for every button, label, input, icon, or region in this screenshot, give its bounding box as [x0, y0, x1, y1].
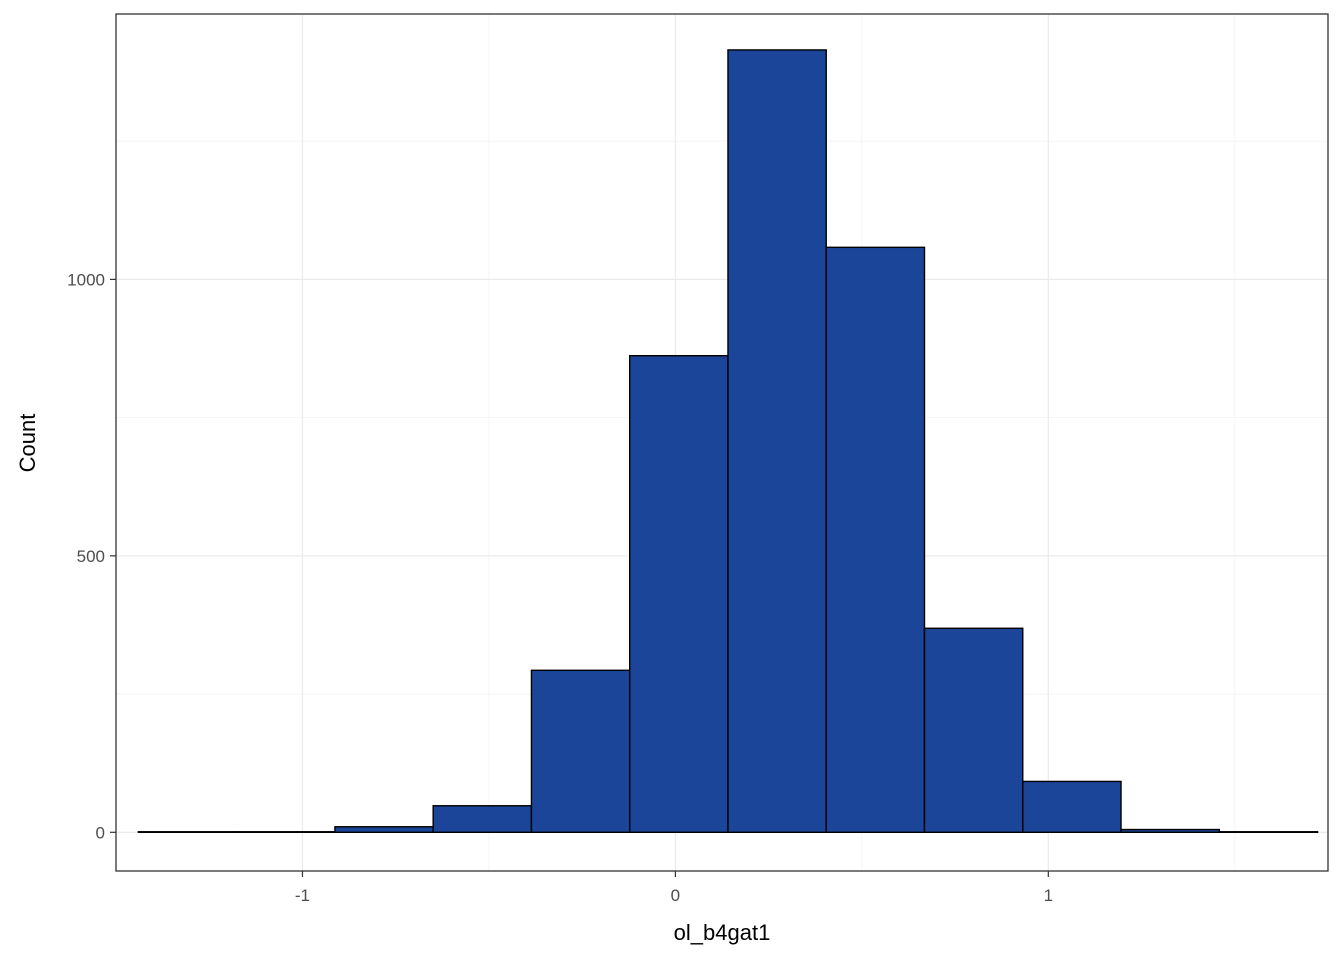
y-tick-label-0: 0	[96, 823, 105, 842]
y-tick-label-2: 1000	[67, 270, 105, 289]
histogram-bars	[137, 49, 1319, 833]
x-tick-label-2: 1	[1044, 886, 1053, 905]
histogram-bar-6	[727, 49, 827, 833]
histogram-bar-1	[235, 831, 336, 833]
histogram-bar-0	[137, 831, 238, 833]
histogram-bar-4	[530, 669, 631, 833]
x-axis: -1 0 1	[295, 871, 1053, 905]
y-tick-label-1: 500	[77, 547, 105, 566]
histogram-bar-9	[1022, 780, 1122, 833]
histogram-bar-5	[629, 354, 729, 833]
histogram-bar-8	[923, 627, 1024, 833]
x-tick-label-1: 0	[671, 886, 680, 905]
histogram-bar-2	[334, 826, 434, 833]
x-axis-title: ol_b4gat1	[674, 920, 771, 945]
x-tick-label-0: -1	[295, 886, 310, 905]
histogram-bar-11	[1218, 831, 1319, 833]
histogram-bar-3	[432, 805, 533, 833]
histogram-bar-7	[825, 246, 926, 833]
panel-border	[115, 13, 1329, 872]
y-axis: 0 500 1000	[67, 270, 116, 842]
y-axis-title: Count	[15, 414, 40, 473]
histogram-bar-10	[1120, 828, 1220, 833]
